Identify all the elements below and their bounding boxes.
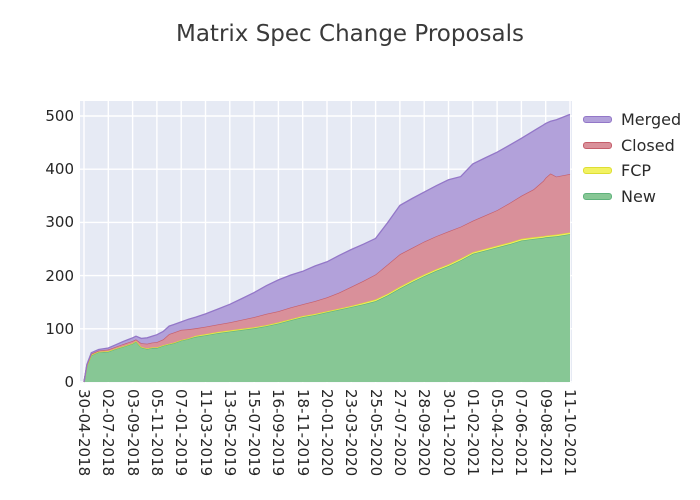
- x-tick-label: 07-01-2019: [172, 389, 191, 477]
- area-series-group: [83, 113, 571, 383]
- legend-item-merged: Merged: [583, 107, 681, 133]
- legend-swatch-fcp: [583, 167, 612, 175]
- x-tick-label: 16-09-2019: [269, 389, 288, 477]
- area-edge-merged: [83, 113, 571, 383]
- legend-item-fcp: FCP: [583, 158, 681, 184]
- x-tick-label: 25-05-2020: [366, 389, 385, 477]
- x-tick-label: 23-03-2020: [342, 389, 361, 477]
- legend-swatch-closed: [583, 141, 612, 149]
- legend: Merged Closed FCP New: [583, 107, 681, 209]
- x-tick-label: 13-05-2019: [220, 389, 239, 477]
- legend-item-closed: Closed: [583, 133, 681, 159]
- x-tick-label: 11-03-2019: [196, 389, 215, 477]
- x-tick-label: 28-09-2020: [415, 389, 434, 477]
- y-tick-label: 300: [45, 213, 74, 232]
- y-tick-label: 100: [45, 319, 74, 338]
- x-tick-label: 01-02-2021: [463, 389, 482, 477]
- x-tick-label: 03-09-2018: [123, 389, 142, 477]
- x-tick-label: 05-11-2018: [147, 389, 166, 477]
- area-closed: [84, 173, 570, 382]
- x-tick-label: 18-11-2019: [293, 389, 312, 477]
- y-tick-label: 0: [64, 373, 74, 391]
- x-tick-label: 11-10-2021: [561, 389, 579, 477]
- x-tick-label: 07-06-2021: [512, 389, 531, 477]
- y-tick-label: 500: [45, 107, 74, 125]
- x-tick-label: 02-07-2018: [99, 389, 118, 477]
- y-tick-label: 400: [45, 160, 74, 179]
- x-tick-label: 30-04-2018: [75, 389, 93, 477]
- x-tick-label: 27-07-2020: [390, 389, 409, 477]
- legend-label: Closed: [621, 135, 675, 155]
- x-tick-label: 20-01-2020: [318, 389, 336, 477]
- legend-item-new: New: [583, 184, 681, 210]
- chart-title: Matrix Spec Change Proposals: [175, 21, 524, 47]
- legend-swatch-new: [583, 192, 612, 200]
- area-new: [84, 234, 570, 382]
- legend-label: New: [621, 186, 656, 206]
- x-tick-label: 30-11-2020: [439, 389, 458, 477]
- legend-swatch-merged: [583, 116, 612, 124]
- legend-label: Merged: [621, 110, 682, 130]
- x-tick-label: 09-08-2021: [536, 389, 555, 477]
- x-tick-label: 15-07-2019: [245, 389, 264, 477]
- area-merged: [84, 114, 570, 383]
- y-tick-label: 200: [45, 266, 74, 285]
- x-tick-label: 05-04-2021: [488, 389, 507, 477]
- legend-label: FCP: [621, 161, 652, 181]
